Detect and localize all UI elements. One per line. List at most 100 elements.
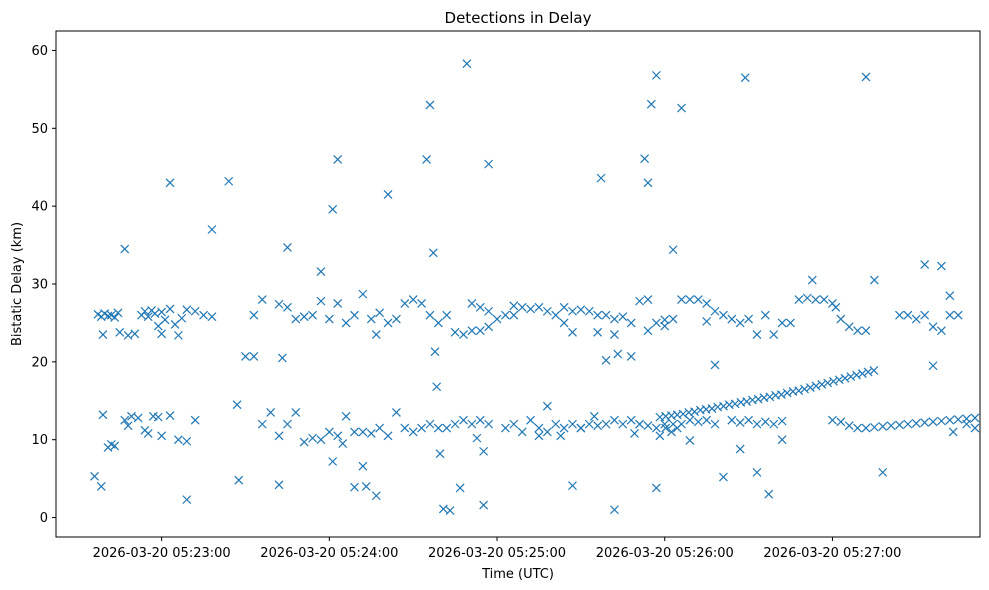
data-point (316, 435, 326, 445)
data-point (534, 431, 544, 441)
data-point (484, 322, 494, 332)
data-point (593, 327, 603, 337)
data-point (408, 427, 418, 437)
data-point (811, 381, 821, 391)
data-point (596, 173, 606, 183)
data-point (744, 415, 754, 425)
data-point (727, 314, 737, 324)
data-point (308, 310, 317, 320)
data-point (467, 299, 477, 308)
data-point (819, 295, 829, 304)
data-point (857, 369, 867, 378)
data-point (509, 301, 519, 311)
data-point (479, 500, 489, 510)
data-point (719, 401, 728, 411)
data-point (165, 178, 175, 188)
data-point (459, 415, 468, 425)
data-point (667, 427, 676, 437)
data-point (693, 417, 703, 427)
data-point (707, 404, 717, 413)
data-point (90, 471, 99, 481)
data-point (735, 418, 745, 427)
data-point (646, 99, 656, 109)
data-point (844, 421, 854, 431)
data-point (408, 295, 418, 304)
data-point (618, 312, 628, 322)
data-point (610, 415, 619, 425)
data-point (190, 306, 200, 316)
data-point (475, 326, 485, 336)
data-point (241, 351, 250, 361)
data-point (735, 318, 745, 328)
data-point (316, 296, 326, 306)
data-point (542, 401, 552, 411)
data-point (433, 423, 443, 433)
data-point (153, 412, 163, 422)
data-point (207, 225, 217, 234)
data-point (534, 302, 544, 312)
data-point (459, 330, 468, 340)
data-point (928, 361, 938, 371)
data-point (422, 155, 432, 164)
data-point (660, 321, 670, 331)
data-point (853, 423, 863, 433)
data-point (764, 489, 774, 499)
data-point (878, 467, 888, 477)
data-point (660, 315, 670, 325)
data-point (895, 310, 904, 320)
data-point (576, 423, 586, 433)
y-tick-label: 40 (31, 200, 48, 215)
data-point (333, 431, 343, 441)
data-point (828, 415, 837, 425)
data-point (817, 379, 827, 389)
data-point (371, 491, 381, 501)
data-point (484, 159, 494, 169)
data-point (165, 304, 175, 314)
data-point (643, 295, 653, 304)
data-point (127, 411, 136, 421)
data-point (98, 330, 108, 340)
data-point (143, 312, 153, 322)
data-point (417, 423, 426, 433)
x-tick-label: 2026-03-20 05:25:00 (428, 546, 566, 561)
data-point (613, 349, 623, 359)
data-point (115, 327, 125, 337)
data-point (559, 318, 569, 328)
x-tick-label: 2026-03-20 05:24:00 (260, 546, 398, 561)
data-point (559, 423, 569, 433)
data-point (556, 431, 566, 441)
data-point (626, 415, 636, 425)
y-tick-label: 20 (31, 355, 48, 370)
data-point (274, 299, 284, 309)
data-point (568, 481, 577, 491)
data-point (455, 483, 465, 493)
data-point (157, 431, 167, 441)
data-point (428, 248, 438, 258)
data-point (450, 419, 460, 429)
data-point (500, 310, 510, 320)
data-point (475, 302, 485, 312)
data-point (542, 427, 552, 437)
data-point (834, 375, 844, 385)
data-point (719, 310, 728, 320)
data-point (677, 295, 686, 304)
data-point (568, 327, 577, 337)
data-point (123, 421, 133, 431)
data-point (375, 423, 385, 433)
data-point (123, 330, 133, 340)
data-point (651, 70, 661, 80)
data-point (500, 423, 510, 433)
data-point (551, 310, 561, 320)
data-point (626, 318, 636, 328)
data-point (110, 313, 120, 322)
data-point (96, 481, 106, 491)
data-point (794, 295, 804, 304)
data-point (640, 154, 650, 164)
data-point (484, 306, 494, 316)
data-point (333, 155, 343, 164)
data-point (316, 267, 326, 276)
data-point (861, 72, 871, 82)
data-point (568, 306, 577, 316)
data-point (400, 299, 410, 308)
data-point (672, 423, 682, 433)
